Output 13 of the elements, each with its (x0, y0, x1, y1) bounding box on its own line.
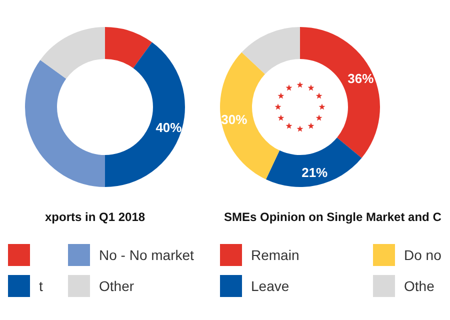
legend-label: Leave (251, 277, 290, 296)
data-label: 30% (221, 112, 248, 128)
legend-label: Other (99, 277, 134, 296)
text: xports in Q1 2018 (45, 210, 146, 224)
legend-label: t (39, 277, 43, 296)
legend-label: Remain (251, 246, 300, 265)
data-label: 21% (302, 164, 328, 180)
legend-label: No - No market (99, 246, 194, 265)
legend-label: Othe (404, 277, 434, 296)
legend-label: Do no (404, 246, 442, 265)
data-label: 40% (156, 120, 182, 136)
data-label: 36% (348, 70, 374, 86)
text: SMEs Opinion on Single Market and C (224, 210, 442, 224)
